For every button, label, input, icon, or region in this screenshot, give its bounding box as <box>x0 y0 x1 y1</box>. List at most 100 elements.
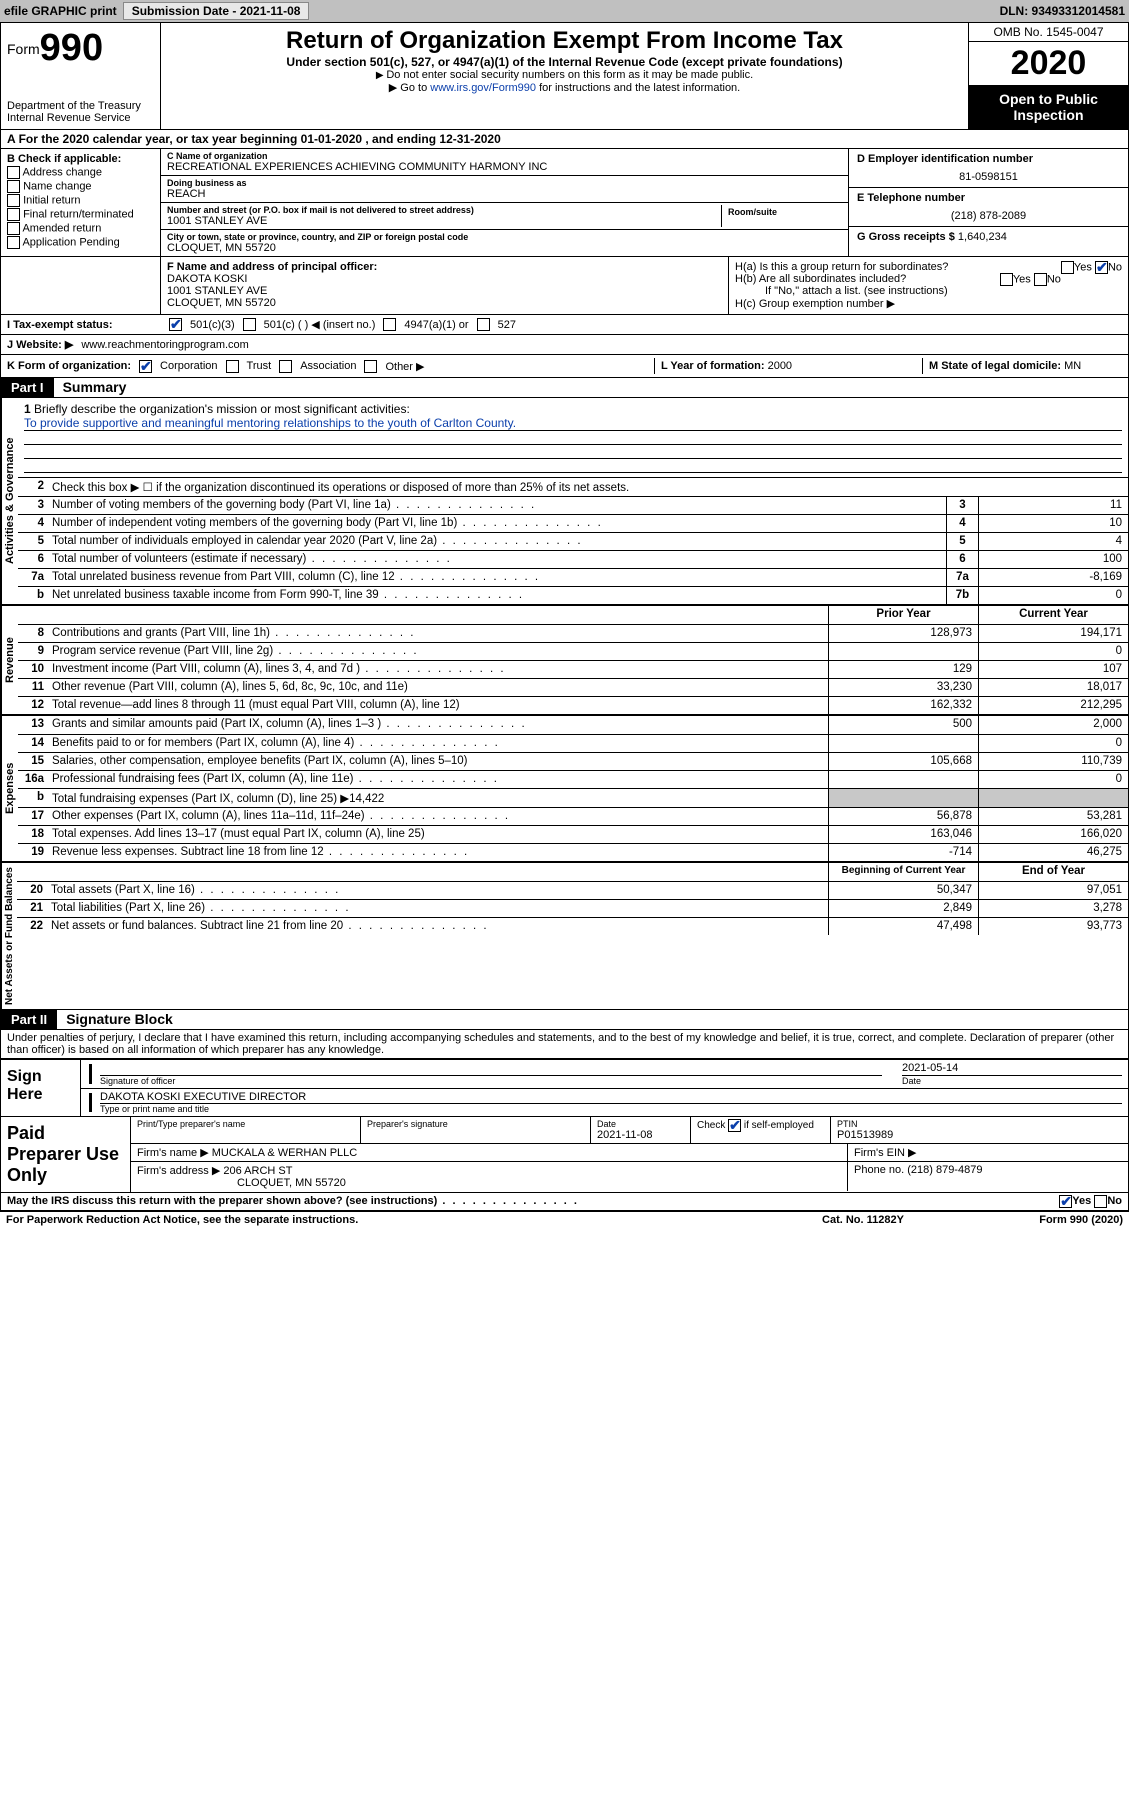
line-8-curr: 194,171 <box>978 625 1128 642</box>
firm-addr2: CLOQUET, MN 55720 <box>237 1177 346 1189</box>
cb-address-change[interactable]: Address change <box>7 166 154 179</box>
sign-here-label: Sign Here <box>1 1060 81 1116</box>
form990-link[interactable]: www.irs.gov/Form990 <box>430 82 536 94</box>
firm-phone: (218) 879-4879 <box>907 1164 982 1176</box>
line-10-prior: 129 <box>828 661 978 678</box>
line-2: 2Check this box ▶ ☐ if the organization … <box>18 477 1128 496</box>
cb-other[interactable] <box>364 360 377 373</box>
line-18-text: Total expenses. Add lines 13–17 (must eq… <box>48 826 828 843</box>
part-i-header: Part I Summary <box>1 378 1128 398</box>
line-13-prior: 500 <box>828 716 978 734</box>
street-address: 1001 STANLEY AVE <box>167 215 721 227</box>
cb-trust[interactable] <box>226 360 239 373</box>
side-revenue: Revenue <box>1 606 18 714</box>
cb-4947[interactable] <box>383 318 396 331</box>
line-13-text: Grants and similar amounts paid (Part IX… <box>48 716 828 734</box>
gross-value: 1,640,234 <box>958 231 1007 243</box>
cb-initial-return[interactable]: Initial return <box>7 194 154 207</box>
officer-printed-name: DAKOTA KOSKI EXECUTIVE DIRECTOR <box>100 1091 1122 1104</box>
submission-date-button[interactable]: Submission Date - 2021-11-08 <box>123 2 310 20</box>
cb-corp[interactable] <box>139 360 152 373</box>
line-15-prior: 105,668 <box>828 753 978 770</box>
mission-text[interactable]: To provide supportive and meaningful men… <box>24 416 516 430</box>
perjury-declaration: Under penalties of perjury, I declare th… <box>1 1030 1128 1059</box>
discuss-row: May the IRS discuss this return with the… <box>0 1193 1129 1211</box>
line-21-begin: 2,849 <box>828 900 978 917</box>
ha-no[interactable] <box>1095 261 1108 274</box>
cb-app-pending[interactable]: Application Pending <box>7 236 154 249</box>
self-employed-check[interactable]: Check if self-employed <box>697 1120 814 1131</box>
sig-date: 2021-05-14 <box>902 1062 1122 1076</box>
line-7b-text: Net unrelated business taxable income fr… <box>48 587 946 604</box>
cb-501c3[interactable] <box>169 318 182 331</box>
page-footer: For Paperwork Reduction Act Notice, see … <box>0 1211 1129 1228</box>
line-8-text: Contributions and grants (Part VIII, lin… <box>48 625 828 642</box>
line-16b-prior <box>828 789 978 807</box>
line-21-text: Total liabilities (Part X, line 26) <box>47 900 828 917</box>
header-right-block: OMB No. 1545-0047 2020 Open to Public In… <box>968 23 1128 129</box>
dba-name: REACH <box>167 188 842 200</box>
efile-label: efile GRAPHIC print <box>4 4 117 18</box>
line-15-text: Salaries, other compensation, employee b… <box>48 753 828 770</box>
line-12-curr: 212,295 <box>978 697 1128 714</box>
line-17-prior: 56,878 <box>828 808 978 825</box>
room-suite-label: Room/suite <box>722 205 842 227</box>
line-9-prior <box>828 643 978 660</box>
cb-final-return[interactable]: Final return/terminated <box>7 208 154 221</box>
line-22-begin: 47,498 <box>828 918 978 935</box>
line-20-end: 97,051 <box>978 882 1128 899</box>
header-left-block: Form990 Department of the Treasury Inter… <box>1 23 161 129</box>
form-ref: Form 990 (2020) <box>963 1214 1123 1226</box>
irs-label: Internal Revenue Service <box>7 112 154 124</box>
cb-501c[interactable] <box>243 318 256 331</box>
sig-officer-label: Signature of officer <box>100 1076 882 1086</box>
discuss-yes[interactable] <box>1059 1195 1072 1208</box>
cb-name-change[interactable]: Name change <box>7 180 154 193</box>
line-11-prior: 33,230 <box>828 679 978 696</box>
box-d-e-g: D Employer identification number 81-0598… <box>848 149 1128 256</box>
side-net-assets: Net Assets or Fund Balances <box>1 863 17 1009</box>
paid-preparer-block: Paid Preparer Use Only Print/Type prepar… <box>0 1117 1129 1193</box>
street-label: Number and street (or P.O. box if mail i… <box>167 205 721 215</box>
cb-527[interactable] <box>477 318 490 331</box>
ptin-value: P01513989 <box>837 1129 1122 1141</box>
box-c: C Name of organization RECREATIONAL EXPE… <box>161 149 848 256</box>
line-8-prior: 128,973 <box>828 625 978 642</box>
line-14-text: Benefits paid to or for members (Part IX… <box>48 735 828 752</box>
line-7b-value: 0 <box>978 587 1128 604</box>
line-14-prior <box>828 735 978 752</box>
hb-no[interactable] <box>1034 273 1047 286</box>
section-activities: Activities & Governance 1 Briefly descri… <box>1 398 1128 606</box>
discuss-no[interactable] <box>1094 1195 1107 1208</box>
hb-note: If "No," attach a list. (see instruction… <box>735 285 1122 297</box>
line-16b-text: Total fundraising expenses (Part IX, col… <box>48 789 828 807</box>
ha-yes[interactable] <box>1061 261 1074 274</box>
hc-row: H(c) Group exemption number ▶ <box>735 297 1122 310</box>
part-i-badge: Part I <box>1 378 54 397</box>
form-header: Form990 Department of the Treasury Inter… <box>1 23 1128 130</box>
section-expenses: Expenses 13Grants and similar amounts pa… <box>1 716 1128 863</box>
line-9-text: Program service revenue (Part VIII, line… <box>48 643 828 660</box>
ein-value: 81-0598151 <box>857 171 1120 183</box>
line-18-prior: 163,046 <box>828 826 978 843</box>
line-21-end: 3,278 <box>978 900 1128 917</box>
line-3-text: Number of voting members of the governin… <box>48 497 946 514</box>
cb-amended[interactable]: Amended return <box>7 222 154 235</box>
line-17-text: Other expenses (Part IX, column (A), lin… <box>48 808 828 825</box>
line-10-curr: 107 <box>978 661 1128 678</box>
hb-yes[interactable] <box>1000 273 1013 286</box>
cb-assoc[interactable] <box>279 360 292 373</box>
paid-preparer-label: Paid Preparer Use Only <box>1 1117 131 1192</box>
box-f: F Name and address of principal officer:… <box>161 257 728 314</box>
line-16a-curr: 0 <box>978 771 1128 788</box>
ha-row: H(a) Is this a group return for subordin… <box>735 261 1122 273</box>
line-5-text: Total number of individuals employed in … <box>48 533 946 550</box>
line-22-end: 93,773 <box>978 918 1128 935</box>
line-20-begin: 50,347 <box>828 882 978 899</box>
firm-name-label: Firm's name ▶ <box>137 1147 209 1159</box>
fgh-block: F Name and address of principal officer:… <box>1 257 1128 315</box>
firm-name: MUCKALA & WERHAN PLLC <box>212 1147 357 1159</box>
part-ii-header: Part II Signature Block <box>1 1010 1128 1030</box>
line-4-text: Number of independent voting members of … <box>48 515 946 532</box>
row-l: L Year of formation: 2000 <box>654 358 914 374</box>
